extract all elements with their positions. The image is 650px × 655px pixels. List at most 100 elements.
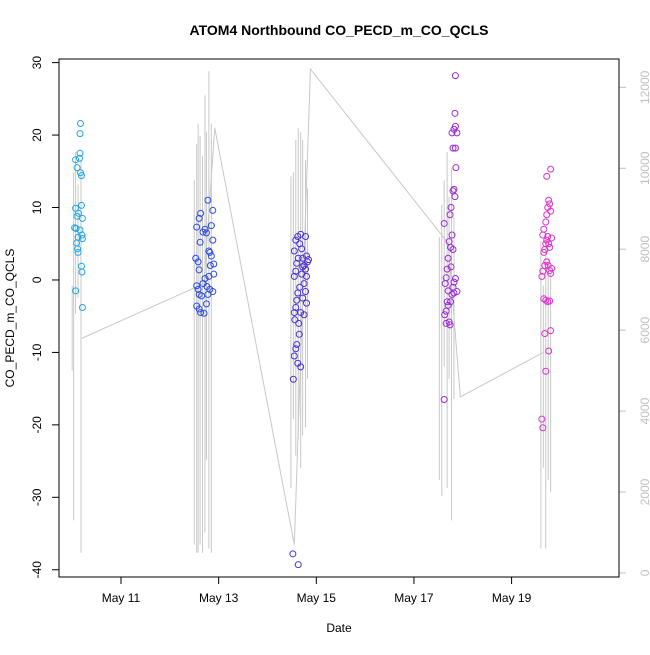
data-point-1-9 bbox=[193, 282, 201, 290]
data-point-2-8 bbox=[295, 330, 303, 338]
data-point-2-15 bbox=[293, 259, 301, 267]
data-point-4-17 bbox=[540, 248, 548, 256]
data-point-1-5 bbox=[202, 229, 210, 237]
data-point-1-15 bbox=[197, 309, 205, 317]
data-point-2-16 bbox=[294, 254, 302, 262]
data-point-0-15 bbox=[77, 172, 85, 180]
y-tick-label-3: 0 bbox=[30, 276, 44, 283]
data-point-4-20 bbox=[544, 232, 552, 240]
data-point-1-6 bbox=[192, 254, 200, 262]
y-tick-label-2: 10 bbox=[30, 201, 44, 215]
data-point-2-34 bbox=[297, 309, 305, 317]
data-point-1-35 bbox=[203, 282, 211, 290]
data-point-1-8 bbox=[195, 266, 203, 274]
x-axis-label: Date bbox=[326, 621, 352, 635]
data-point-3-13 bbox=[449, 246, 457, 254]
right-tick-label-3: 6000 bbox=[638, 316, 650, 343]
data-point-2-22 bbox=[298, 245, 306, 253]
data-point-0-7 bbox=[74, 245, 82, 253]
data-point-4-3 bbox=[541, 330, 549, 338]
data-point-4-33 bbox=[539, 231, 547, 239]
data-point-1-28 bbox=[209, 288, 217, 296]
chart-title: ATOM4 Northbound CO_PECD_m_CO_QCLS bbox=[190, 22, 489, 38]
data-point-4-26 bbox=[543, 211, 551, 219]
data-point-3-39 bbox=[447, 263, 455, 271]
right-tick-label-2: 4000 bbox=[638, 397, 650, 424]
data-point-1-16 bbox=[200, 309, 208, 317]
data-point-2-13 bbox=[290, 272, 298, 280]
right-tick-label-6: 12000 bbox=[638, 70, 650, 104]
data-point-2-30 bbox=[300, 280, 308, 288]
data-point-3-6 bbox=[442, 274, 450, 282]
data-point-2-36 bbox=[298, 270, 306, 278]
data-point-3-37 bbox=[442, 307, 450, 315]
data-point-4-13 bbox=[543, 258, 551, 266]
data-point-3-7 bbox=[440, 219, 448, 227]
data-point-4-12 bbox=[541, 261, 549, 269]
data-point-1-17 bbox=[202, 300, 210, 308]
data-point-1-23 bbox=[209, 206, 217, 214]
data-point-2-17 bbox=[290, 247, 298, 255]
data-point-0-19 bbox=[78, 231, 86, 239]
data-point-1-32 bbox=[196, 238, 204, 246]
data-point-2-14 bbox=[292, 267, 300, 275]
data-point-1-20 bbox=[206, 261, 214, 269]
data-point-1-29 bbox=[210, 270, 218, 278]
data-point-4-16 bbox=[547, 269, 555, 277]
data-point-4-15 bbox=[546, 267, 554, 275]
data-point-4-32 bbox=[547, 165, 555, 173]
right-tick-label-4: 8000 bbox=[638, 236, 650, 263]
data-point-0-22 bbox=[78, 268, 86, 276]
plot-frame bbox=[58, 58, 620, 578]
data-point-2-1 bbox=[294, 561, 302, 569]
data-point-3-32 bbox=[451, 109, 459, 117]
data-point-1-1 bbox=[195, 214, 203, 222]
data-point-0-12 bbox=[76, 149, 84, 157]
data-point-0-1 bbox=[73, 164, 81, 172]
data-point-0-23 bbox=[78, 303, 86, 311]
data-point-0-14 bbox=[76, 169, 84, 177]
data-point-2-4 bbox=[292, 345, 300, 353]
data-point-4-10 bbox=[538, 272, 546, 280]
data-point-2-5 bbox=[293, 340, 301, 348]
data-point-3-8 bbox=[443, 265, 451, 273]
right-tick-label-5: 10000 bbox=[638, 151, 650, 185]
data-point-3-3 bbox=[443, 298, 451, 306]
data-point-3-27 bbox=[451, 144, 459, 152]
data-point-0-5 bbox=[75, 209, 83, 217]
x-tick-label-2: May 15 bbox=[297, 591, 337, 605]
data-point-2-18 bbox=[292, 236, 300, 244]
data-point-3-9 bbox=[444, 254, 452, 262]
data-point-3-26 bbox=[449, 144, 457, 152]
data-point-3-14 bbox=[445, 318, 453, 326]
data-point-0-17 bbox=[78, 214, 86, 222]
data-point-1-25 bbox=[209, 236, 217, 244]
data-point-4-5 bbox=[542, 296, 550, 304]
data-point-2-37 bbox=[300, 311, 308, 319]
right-tick-label-0: 0 bbox=[638, 569, 650, 576]
data-point-2-7 bbox=[297, 363, 305, 371]
data-point-1-7 bbox=[194, 258, 202, 266]
data-point-3-30 bbox=[451, 122, 459, 130]
data-point-2-11 bbox=[293, 296, 301, 304]
data-point-2-10 bbox=[292, 303, 300, 311]
data-point-1-4 bbox=[201, 225, 209, 233]
data-point-4-35 bbox=[548, 264, 556, 272]
data-point-3-12 bbox=[448, 231, 456, 239]
data-point-1-0 bbox=[193, 223, 201, 231]
y-tick-label-0: 30 bbox=[30, 56, 44, 70]
data-point-0-20 bbox=[78, 235, 86, 243]
data-points bbox=[71, 72, 556, 569]
background-trace bbox=[71, 67, 552, 553]
data-point-0-11 bbox=[76, 130, 84, 138]
data-point-3-34 bbox=[453, 288, 461, 296]
x-tick-label-4: May 19 bbox=[492, 591, 532, 605]
data-point-3-23 bbox=[450, 185, 458, 193]
data-point-0-9 bbox=[72, 287, 80, 295]
data-point-0-3 bbox=[72, 204, 80, 212]
data-point-4-25 bbox=[542, 218, 550, 226]
x-tick-label-1: May 13 bbox=[199, 591, 239, 605]
data-point-1-33 bbox=[206, 248, 214, 256]
